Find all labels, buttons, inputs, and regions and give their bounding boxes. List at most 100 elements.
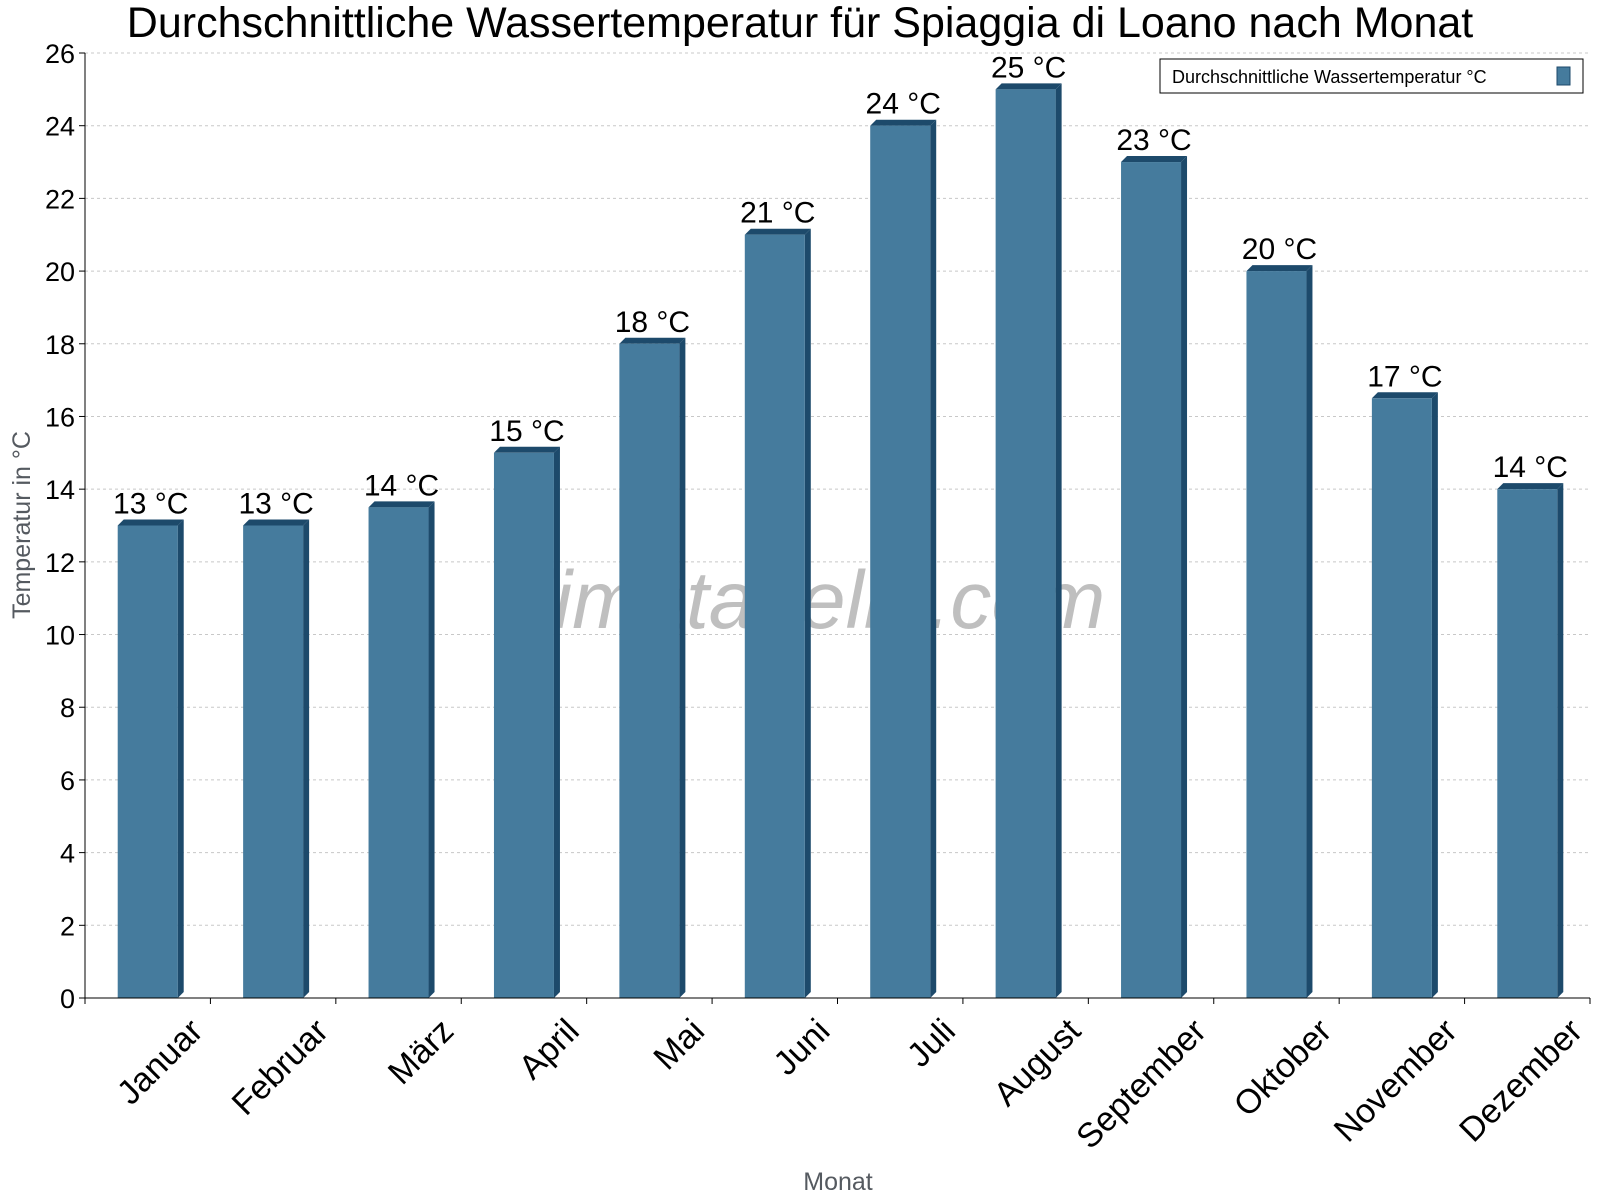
bar-september <box>1121 156 1188 999</box>
bar-side <box>1055 83 1062 999</box>
data-label-juli: 24 °C <box>866 88 941 121</box>
bar-side <box>1181 156 1188 999</box>
data-label-märz: 14 °C <box>364 469 439 502</box>
x-tick-label-november: November <box>1327 1012 1465 1150</box>
bar-oktober <box>1246 265 1313 999</box>
bar-top <box>744 228 811 235</box>
x-tick-label-märz: März <box>381 1012 461 1092</box>
data-label-juni: 21 °C <box>740 197 815 230</box>
data-label-oktober: 20 °C <box>1242 233 1317 266</box>
bar-side <box>1306 265 1313 999</box>
legend: Durchschnittliche Wassertemperatur °C <box>1159 58 1584 94</box>
y-tick-label: 10 <box>45 621 75 651</box>
axes <box>79 52 1591 1004</box>
data-label-april: 15 °C <box>489 415 564 448</box>
bar-front <box>619 343 680 998</box>
bar-side <box>303 519 310 998</box>
bar-mai <box>619 337 686 998</box>
bar-april <box>493 446 560 998</box>
bar-dezember <box>1497 483 1564 999</box>
bar-juli <box>870 119 937 998</box>
legend-box <box>1159 58 1584 94</box>
x-tick-label-april: April <box>512 1012 587 1087</box>
bar-side <box>177 519 184 998</box>
y-tick-label: 6 <box>60 766 75 796</box>
bar-front <box>995 89 1056 999</box>
grid-lines <box>85 52 1590 926</box>
bar-front <box>870 125 931 998</box>
x-axis-label: Monat <box>803 1168 873 1196</box>
data-label-november: 17 °C <box>1367 360 1442 393</box>
bar-top <box>870 119 937 126</box>
x-tick-label-oktober: Oktober <box>1227 1012 1339 1124</box>
bar-top <box>1497 483 1564 490</box>
x-tick-label-februar: Februar <box>225 1012 336 1123</box>
bar-top <box>619 337 686 344</box>
y-axis-label: Temperatur in °C <box>8 431 36 619</box>
bar-front <box>117 525 178 998</box>
bar-front <box>1246 271 1307 999</box>
data-label-september: 23 °C <box>1116 124 1191 157</box>
bar-top <box>493 446 560 453</box>
bar-februar <box>243 519 310 998</box>
bar-side <box>428 501 435 998</box>
bar-januar <box>117 519 184 998</box>
x-tick-label-juli: Juli <box>900 1012 963 1075</box>
bar-side <box>679 337 686 998</box>
chart-title: Durchschnittliche Wassertemperatur für S… <box>127 0 1473 47</box>
bar-front <box>744 234 805 998</box>
x-tick-label-juni: Juni <box>766 1012 837 1083</box>
bar-top <box>995 83 1062 90</box>
data-label-dezember: 14 °C <box>1493 451 1568 484</box>
data-label-august: 25 °C <box>991 51 1066 84</box>
data-label-februar: 13 °C <box>238 488 313 521</box>
bar-november <box>1371 392 1438 998</box>
bar-front <box>1371 398 1432 998</box>
x-tick-label-september: September <box>1069 1012 1213 1156</box>
data-labels: 13 °C 13 °C 14 °C 15 °C 18 °C 21 °C 24 °C 25 °C… <box>113 51 1568 520</box>
bar-side <box>1431 392 1438 998</box>
bar-front <box>243 525 304 998</box>
bar-top <box>117 519 184 526</box>
bar-front <box>493 452 554 998</box>
bar-front <box>1121 162 1182 999</box>
x-tick-label-dezember: Dezember <box>1452 1012 1590 1150</box>
bar-august <box>995 83 1062 999</box>
bar-top <box>1371 392 1438 399</box>
bar-side <box>804 228 811 998</box>
bar-side <box>930 119 937 998</box>
bar-juni <box>744 228 811 998</box>
data-label-januar: 13 °C <box>113 488 188 521</box>
y-tick-label: 12 <box>45 548 75 578</box>
bar-front <box>368 507 429 998</box>
bar-side <box>553 446 560 998</box>
y-tick-label: 14 <box>45 475 75 505</box>
legend-swatch <box>1556 66 1571 86</box>
y-tick-label: 24 <box>45 112 75 142</box>
y-tick-label: 20 <box>45 257 75 287</box>
bar-top <box>243 519 310 526</box>
bar-märz <box>368 501 435 998</box>
bar-side <box>1557 483 1564 999</box>
y-tick-label: 18 <box>45 330 75 360</box>
y-tick-label: 22 <box>45 184 75 214</box>
bar-top <box>1246 265 1313 272</box>
x-tick-label-august: August <box>987 1011 1089 1113</box>
y-tick-label: 26 <box>45 39 75 69</box>
bars <box>117 83 1564 999</box>
y-tick-label: 0 <box>60 984 75 1014</box>
legend-entry-label: Durchschnittliche Wassertemperatur °C <box>1172 67 1487 87</box>
data-label-mai: 18 °C <box>615 306 690 339</box>
y-tick-label: 2 <box>60 911 75 941</box>
bar-top <box>1121 156 1188 163</box>
bar-front <box>1497 489 1558 998</box>
y-tick-label: 16 <box>45 402 75 432</box>
bar-top <box>368 501 435 508</box>
x-tick-labels: Januar Februar März April Mai Juni Juli AugustS… <box>110 1011 1590 1156</box>
y-tick-label: 8 <box>60 693 75 723</box>
x-tick-label-mai: Mai <box>646 1012 712 1078</box>
x-tick-label-januar: Januar <box>110 1012 210 1112</box>
